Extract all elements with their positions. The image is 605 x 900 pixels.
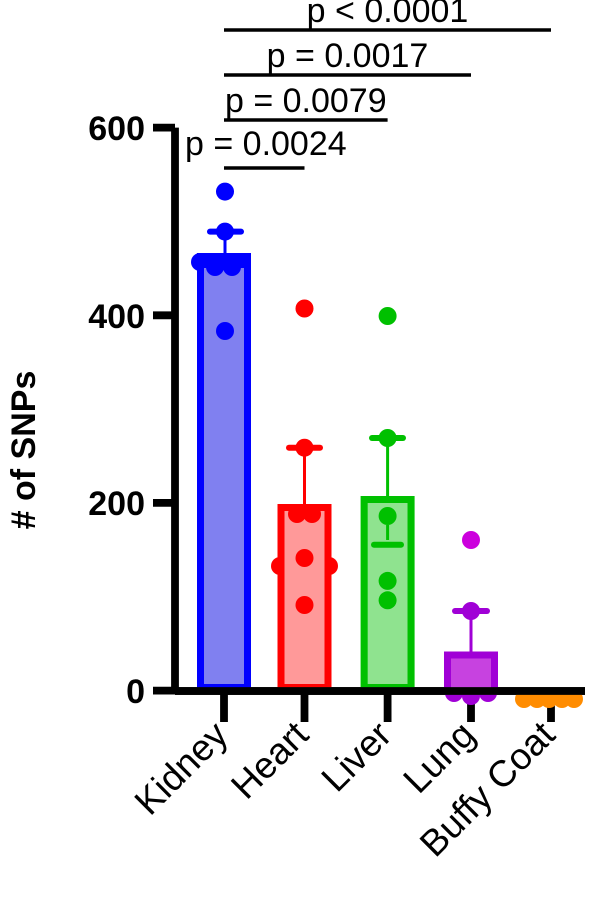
svg-text:0: 0 [126, 673, 145, 711]
svg-text:p = 0.0024: p = 0.0024 [185, 125, 347, 163]
svg-text:p < 0.0001: p < 0.0001 [307, 0, 469, 30]
svg-text:p = 0.0017: p = 0.0017 [267, 37, 429, 75]
svg-text:# of SNPs: # of SNPs [5, 371, 43, 530]
svg-text:200: 200 [88, 485, 145, 523]
svg-text:p = 0.0079: p = 0.0079 [225, 82, 387, 120]
svg-text:400: 400 [88, 298, 145, 336]
svg-text:600: 600 [88, 110, 145, 148]
